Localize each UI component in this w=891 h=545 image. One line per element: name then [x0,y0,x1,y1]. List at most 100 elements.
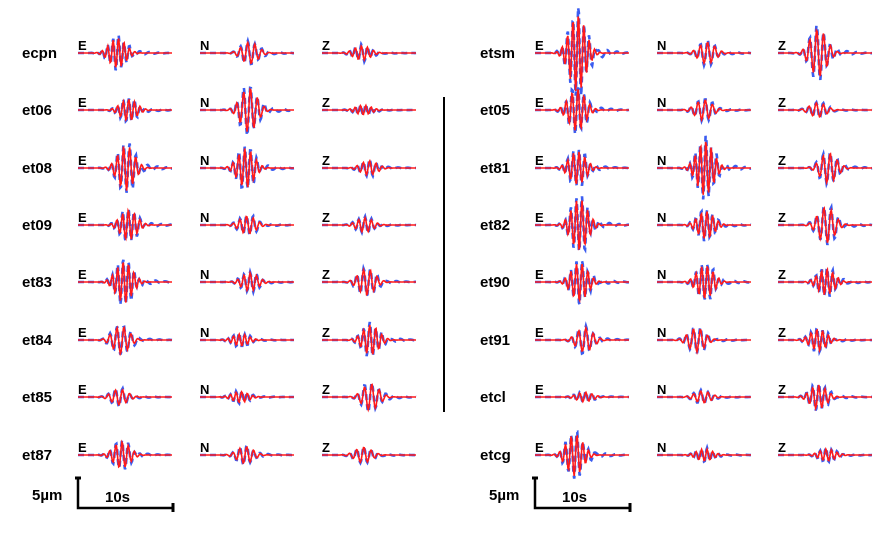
component-label-E: E [535,325,544,340]
synthetic-waveform [200,390,294,404]
synthetic-waveform [200,87,294,132]
synthetic-waveform [200,270,294,293]
synthetic-waveform [778,266,872,295]
component-label-N: N [200,440,209,455]
synthetic-waveform [78,325,172,357]
component-label-E: E [78,38,87,53]
component-label-E: E [78,210,87,225]
component-label-N: N [657,267,666,282]
synthetic-waveform [78,38,172,68]
component-label-N: N [657,440,666,455]
component-label-Z: Z [778,153,786,168]
synthetic-waveform [778,152,872,186]
component-label-Z: Z [322,440,330,455]
synthetic-waveform [78,262,172,303]
synthetic-waveform [535,151,629,185]
synthetic-waveform [535,89,629,131]
component-label-Z: Z [322,95,330,110]
station-label: et87 [22,447,52,464]
component-label-E: E [78,440,87,455]
component-label-N: N [657,325,666,340]
synthetic-waveform [322,44,416,63]
component-label-E: E [535,95,544,110]
synthetic-waveform [657,328,751,356]
component-label-E: E [535,210,544,225]
synthetic-waveform [200,215,294,235]
station-label: etcg [480,447,511,464]
station-label: et90 [480,274,510,291]
component-label-Z: Z [322,382,330,397]
synthetic-waveform [657,99,751,123]
station-label: et81 [480,160,510,177]
synthetic-waveform [778,205,872,243]
station-label: etsm [480,45,515,62]
synthetic-waveform [78,439,172,469]
component-label-Z: Z [778,325,786,340]
component-label-E: E [78,153,87,168]
station-label: et82 [480,217,510,234]
synthetic-waveform [535,325,629,353]
component-label-N: N [657,153,666,168]
component-label-N: N [200,38,209,53]
synthetic-waveform [322,158,416,177]
synthetic-waveform [657,446,751,462]
synthetic-waveform [322,324,416,355]
component-label-Z: Z [322,267,330,282]
station-label: ecpn [22,45,57,62]
component-label-E: E [535,440,544,455]
component-label-Z: Z [778,440,786,455]
component-label-N: N [657,38,666,53]
synthetic-waveform [778,28,872,77]
component-label-Z: Z [778,382,786,397]
component-label-E: E [535,267,544,282]
component-label-Z: Z [322,153,330,168]
component-label-N: N [657,95,666,110]
station-label: et06 [22,102,52,119]
synthetic-waveform [778,384,872,412]
synthetic-waveform [535,390,629,404]
synthetic-waveform [322,266,416,297]
synthetic-waveform [322,103,416,116]
synthetic-waveform [778,101,872,119]
time-scale-label: 10s [562,489,587,506]
synthetic-waveform [535,200,629,251]
component-label-E: E [78,95,87,110]
scale-bar [76,478,173,510]
synthetic-waveform [322,215,416,234]
component-label-E: E [535,38,544,53]
component-label-Z: Z [322,325,330,340]
component-label-E: E [535,153,544,168]
component-label-Z: Z [322,210,330,225]
component-label-E: E [78,325,87,340]
station-label: et09 [22,217,52,234]
station-label: et83 [22,274,52,291]
synthetic-waveform [535,263,629,304]
component-label-N: N [200,210,209,225]
component-label-N: N [200,95,209,110]
synthetic-waveform [778,446,872,462]
scale-bar [533,478,630,510]
synthetic-waveform [200,331,294,347]
component-label-E: E [535,382,544,397]
component-label-E: E [78,382,87,397]
synthetic-waveform [200,40,294,65]
component-label-N: N [657,210,666,225]
synthetic-waveform [322,383,416,413]
synthetic-waveform [657,211,751,239]
component-label-E: E [78,267,87,282]
synthetic-waveform [535,16,629,92]
synthetic-waveform [78,146,172,191]
synthetic-waveform [535,434,629,477]
amplitude-scale-label: 5µm [489,487,519,504]
station-label: et91 [480,332,510,349]
component-label-Z: Z [778,210,786,225]
component-label-Z: Z [778,38,786,53]
synthetic-waveform [200,148,294,188]
component-label-N: N [200,325,209,340]
synthetic-waveform [200,445,294,465]
component-label-Z: Z [778,95,786,110]
component-label-Z: Z [322,38,330,53]
synthetic-waveform [78,388,172,407]
